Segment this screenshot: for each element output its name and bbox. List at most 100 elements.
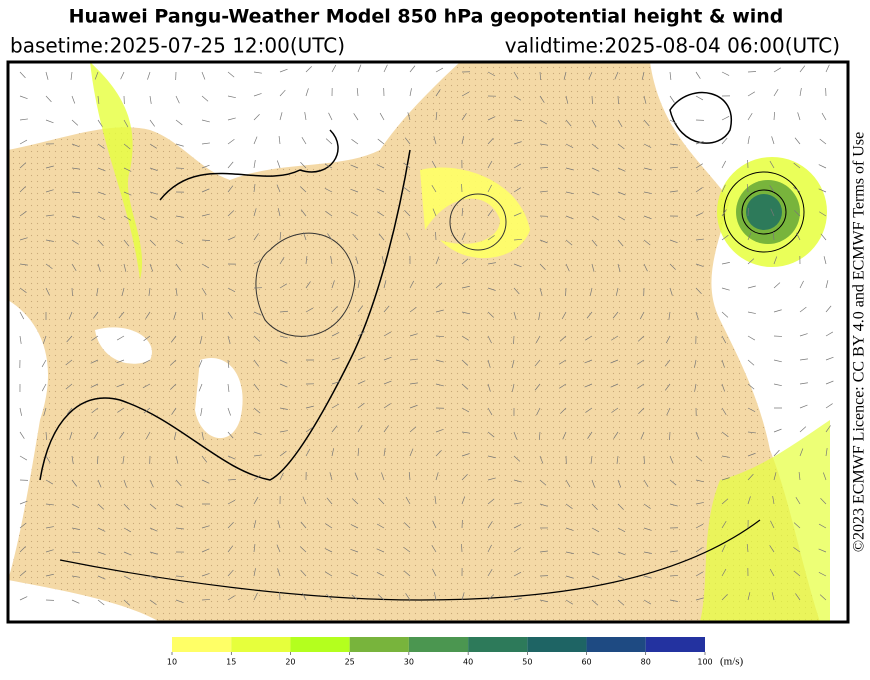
wind-arrow <box>350 211 359 217</box>
wind-arrow <box>357 402 365 409</box>
wind-arrow <box>773 449 780 457</box>
wind-arrow <box>279 450 287 457</box>
wind-arrow <box>819 138 827 145</box>
wind-arrow <box>45 455 51 464</box>
wind-arrow <box>769 160 775 169</box>
wind-arrow <box>121 287 125 296</box>
colorbar-label: 80 <box>641 658 651 667</box>
wind-arrow <box>435 450 442 457</box>
wind-arrow <box>71 455 74 464</box>
wind-arrow <box>616 455 619 464</box>
wind-arrow <box>793 570 801 577</box>
wind-arrow <box>43 335 47 344</box>
wind-arrow <box>227 595 235 601</box>
wind-arrow <box>825 448 828 457</box>
wind-arrow <box>253 160 256 169</box>
wind-arrow <box>45 526 54 529</box>
wind-arrow <box>664 359 671 367</box>
wind-arrow <box>721 594 728 601</box>
contour <box>741 189 787 235</box>
wind-arrow <box>227 455 236 460</box>
wind-arrow <box>721 262 730 265</box>
wind-arrow <box>565 167 574 171</box>
wind-arrow <box>122 455 125 464</box>
wind-arrow <box>149 143 157 149</box>
wind-arrow <box>539 239 548 244</box>
wind-arrow <box>435 309 444 313</box>
wind-arrow <box>404 137 411 145</box>
wind-arrow <box>590 455 593 464</box>
wind-arrow <box>278 136 281 145</box>
wind-arrow <box>377 211 385 217</box>
wind-arrow <box>591 95 593 105</box>
wind-arrow <box>825 425 831 433</box>
wind-arrow <box>305 334 314 337</box>
wind-arrow <box>407 112 411 121</box>
wind-arrow <box>45 214 54 217</box>
wind-arrow <box>354 472 359 481</box>
wind-arrow <box>350 548 359 553</box>
wind-arrow <box>669 239 678 243</box>
wind-arrow <box>669 287 673 296</box>
wind-band <box>700 420 830 622</box>
wind-arrow <box>279 407 288 410</box>
wind-arrow <box>487 209 494 217</box>
wind-arrow <box>695 571 704 577</box>
wind-arrow <box>565 191 574 195</box>
wind-arrow <box>669 431 671 441</box>
wind-arrow <box>559 383 567 389</box>
wind-arrow <box>617 143 625 150</box>
wind-arrow <box>747 335 756 341</box>
wind-arrow <box>329 472 333 481</box>
credit: ©2023 ECMWF Licence: CC BY 4.0 and ECMWF… <box>851 132 868 552</box>
wind-arrow <box>227 383 230 392</box>
wind-arrow <box>45 119 54 124</box>
wind-arrow <box>432 568 437 577</box>
wind-arrow <box>326 593 333 601</box>
wind-arrow <box>558 359 567 365</box>
wind-arrow <box>71 143 80 148</box>
wind-arrow <box>534 359 541 367</box>
wind-arrow <box>591 191 600 196</box>
wind-arrow <box>721 234 729 241</box>
wind-arrow <box>565 263 570 272</box>
wind-arrow <box>820 497 827 505</box>
wind-arrow <box>513 263 522 268</box>
wind-arrow <box>325 211 333 217</box>
wind-arrow <box>253 335 261 342</box>
wind-arrow <box>331 403 340 409</box>
wind-arrow <box>591 119 597 128</box>
wind-arrow <box>65 359 73 366</box>
wind-arrow <box>799 404 808 409</box>
wind-arrow <box>71 287 73 297</box>
wind-arrow <box>45 573 54 577</box>
wind-arrow <box>409 448 414 457</box>
wind-arrow <box>123 119 129 128</box>
wind-arrow <box>433 592 437 601</box>
wind-arrow <box>253 520 257 529</box>
wind-arrow <box>406 232 411 241</box>
wind-arrow <box>409 382 418 385</box>
wind-arrow <box>565 95 569 104</box>
wind-arrow <box>695 263 704 267</box>
wind-arrow <box>276 160 281 169</box>
wind-arrow <box>145 311 151 319</box>
wind-arrow <box>747 383 755 390</box>
wind-arrow <box>97 95 100 104</box>
wind-arrow <box>403 570 411 577</box>
colorbar-segment <box>408 637 469 652</box>
wind-arrow <box>300 569 307 577</box>
colorbar: 10 15 20 25 30 40 50 60 80 100 <box>167 637 713 667</box>
wind-arrow <box>513 119 523 121</box>
wind-arrow <box>818 548 827 553</box>
typhoon-wind <box>746 194 782 230</box>
wind-arrow <box>539 550 548 553</box>
wind-arrow <box>799 65 806 73</box>
wind-arrow <box>643 599 652 605</box>
wind-arrow <box>747 71 757 73</box>
wind-arrow <box>71 191 80 194</box>
wind-arrow <box>404 210 411 217</box>
wind-arrow <box>90 383 99 388</box>
wind-arrow <box>721 431 729 438</box>
wind-arrow <box>637 335 645 342</box>
